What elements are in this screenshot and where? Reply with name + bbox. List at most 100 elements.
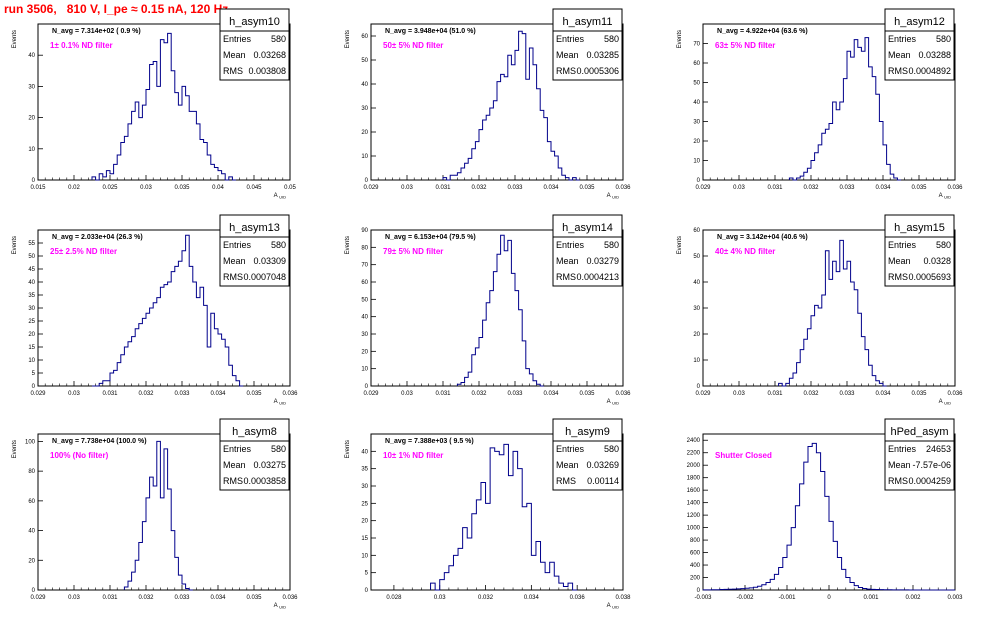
y-tick-label: 0: [32, 384, 36, 390]
stats-value: 0.03269: [586, 460, 619, 470]
y-tick-label: 20: [693, 139, 700, 145]
y-tick-label: 80: [361, 245, 368, 251]
histogram-series: [788, 37, 901, 181]
y-tick-label: 1800: [687, 476, 701, 482]
stats-label: RMS: [556, 476, 576, 486]
y-axis-label: Events: [345, 236, 351, 254]
x-tick-label: 0.034: [524, 595, 540, 601]
x-tick-label: 0.05: [284, 185, 296, 191]
histogram-title: hPed_asym: [890, 426, 948, 438]
y-tick-label: 0: [365, 588, 369, 594]
x-axis-label-subscript: UID: [612, 605, 619, 610]
x-tick-label: 0.033: [507, 185, 523, 191]
stats-value: 0.0004259: [908, 476, 951, 486]
histogram-series: [442, 30, 580, 181]
navg-label: N_avg = 7.314e+02 ( 0.9 %): [52, 28, 141, 35]
x-axis-label: A UID: [274, 193, 287, 200]
stats-value: 0.03268: [253, 50, 286, 60]
histogram-panel: 0 10 20 30 40 50 60 0.029 0.03 0.031 0.032 0.033 0.0…: [677, 214, 963, 406]
y-axis-label: Events: [345, 440, 351, 458]
x-tick-label: 0.031: [435, 185, 451, 191]
x-tick-label: 0.031: [767, 391, 783, 397]
filter-label: Shutter Closed: [715, 451, 772, 460]
y-tick-label: 60: [693, 61, 700, 67]
y-tick-label: 40: [361, 82, 368, 88]
x-tick-label: 0.036: [947, 391, 963, 397]
stats-label: Entries: [223, 34, 252, 44]
stats-label: Mean: [556, 50, 579, 60]
y-tick-label: 50: [693, 254, 700, 260]
histogram-title: h_asym11: [563, 16, 613, 28]
x-tick-label: 0.04: [212, 185, 224, 191]
y-tick-label: 200: [690, 576, 701, 582]
histogram-panel: 0 10 20 30 40 50 60 70 0.029 0.03 0.031 0.032 0.033 0…: [677, 8, 963, 200]
histogram-panel: 0 10 20 30 40 50 60 0.029 0.03 0.031 0.032 0.033 0.0…: [345, 8, 631, 200]
stats-value: 580: [604, 240, 619, 250]
y-tick-label: 1200: [687, 513, 701, 519]
stats-label: Mean: [223, 460, 246, 470]
x-tick-label: 0.032: [478, 595, 494, 601]
y-tick-label: 70: [361, 263, 368, 269]
stats-label: Entries: [888, 444, 917, 454]
y-axis-label: Events: [12, 30, 18, 48]
stats-label: Entries: [556, 240, 585, 250]
stats-value: 0.0004892: [908, 66, 951, 76]
stats-label: Entries: [223, 444, 252, 454]
stats-label: RMS: [556, 66, 576, 76]
y-tick-label: 100: [25, 439, 36, 445]
y-tick-label: 2000: [687, 463, 701, 469]
x-tick-label: 0.035: [246, 595, 262, 601]
y-tick-label: 30: [361, 484, 368, 490]
x-tick-label: 0.029: [30, 595, 46, 601]
x-tick-label: 0.032: [471, 185, 487, 191]
x-tick-label: 0.034: [543, 185, 559, 191]
stats-value: 0.0007048: [243, 272, 286, 282]
stats-label: RMS: [888, 476, 908, 486]
y-tick-label: 55: [28, 241, 35, 247]
y-tick-label: 5: [32, 371, 36, 377]
x-tick-label: 0.032: [803, 391, 819, 397]
y-tick-label: 50: [28, 254, 35, 260]
stats-box: [884, 30, 955, 81]
y-tick-label: 40: [361, 449, 368, 455]
x-tick-label: -0.003: [694, 595, 712, 601]
y-tick-label: 20: [28, 558, 35, 564]
x-tick-label: 0.034: [875, 391, 891, 397]
stats-value: 580: [271, 34, 286, 44]
x-tick-label: 0.035: [579, 185, 595, 191]
stats-value: 580: [271, 444, 286, 454]
stats-label: RMS: [888, 66, 908, 76]
y-tick-label: 20: [361, 130, 368, 136]
x-tick-label: 0.036: [282, 391, 298, 397]
x-tick-label: 0.03: [434, 595, 446, 601]
x-tick-label: 0.031: [767, 185, 783, 191]
x-axis-label: A UID: [607, 193, 620, 200]
x-axis-label: A UID: [274, 399, 287, 406]
x-tick-label: 0.034: [543, 391, 559, 397]
stats-label: Entries: [556, 444, 585, 454]
x-axis-label: A UID: [274, 603, 287, 610]
stats-value: 0.0005693: [908, 272, 951, 282]
filter-label: 10± 1% ND filter: [383, 451, 443, 460]
x-axis-label-subscript: UID: [944, 401, 951, 406]
histogram-panel: 0 5 10 15 20 25 30 35 40 0.028 0.03 0.032 0.034 0.036…: [345, 418, 631, 610]
y-axis-label: Events: [345, 30, 351, 48]
x-tick-label: 0.03: [733, 185, 745, 191]
y-tick-label: 80: [28, 469, 35, 475]
stats-box: [219, 30, 290, 81]
y-tick-label: 10: [361, 367, 368, 373]
x-tick-label: 0.035: [911, 185, 927, 191]
plot-frame: [370, 433, 624, 591]
x-axis-label: A UID: [939, 399, 952, 406]
stats-value: 0.03288: [918, 50, 951, 60]
y-tick-label: 30: [361, 332, 368, 338]
x-axis-label-subscript: UID: [279, 605, 286, 610]
y-tick-label: 50: [361, 58, 368, 64]
y-tick-label: 60: [28, 499, 35, 505]
x-tick-label: 0.03: [733, 391, 745, 397]
y-axis-label: Events: [12, 236, 18, 254]
y-tick-label: 35: [28, 293, 35, 299]
y-tick-label: 60: [361, 280, 368, 286]
stats-label: Mean: [888, 50, 911, 60]
y-axis-label: Events: [12, 440, 18, 458]
